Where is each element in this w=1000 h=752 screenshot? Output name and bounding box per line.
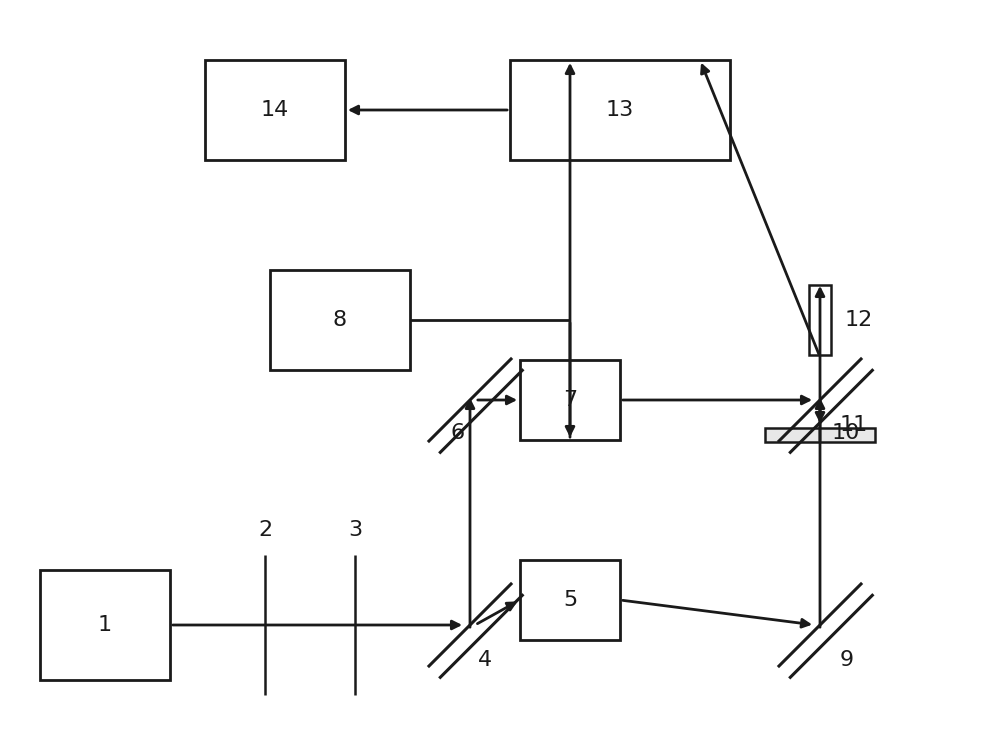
Bar: [765, 428, 875, 442]
Text: 11: 11: [840, 415, 868, 435]
Bar: [520, 560, 620, 640]
Text: 7: 7: [563, 390, 577, 410]
Text: 5: 5: [563, 590, 577, 610]
Bar: [520, 360, 620, 440]
Bar: [809, 285, 831, 355]
Text: 3: 3: [348, 520, 362, 540]
Bar: [40, 570, 170, 680]
Text: 13: 13: [606, 100, 634, 120]
Text: 12: 12: [845, 310, 873, 330]
Bar: [205, 60, 345, 160]
Text: 9: 9: [840, 650, 854, 670]
Bar: [270, 270, 410, 370]
Text: 1: 1: [98, 615, 112, 635]
Text: 4: 4: [478, 650, 492, 670]
Text: 8: 8: [333, 310, 347, 330]
Text: 10: 10: [832, 423, 860, 443]
Text: 6: 6: [450, 423, 464, 443]
Text: 2: 2: [258, 520, 272, 540]
Text: 14: 14: [261, 100, 289, 120]
Bar: [510, 60, 730, 160]
